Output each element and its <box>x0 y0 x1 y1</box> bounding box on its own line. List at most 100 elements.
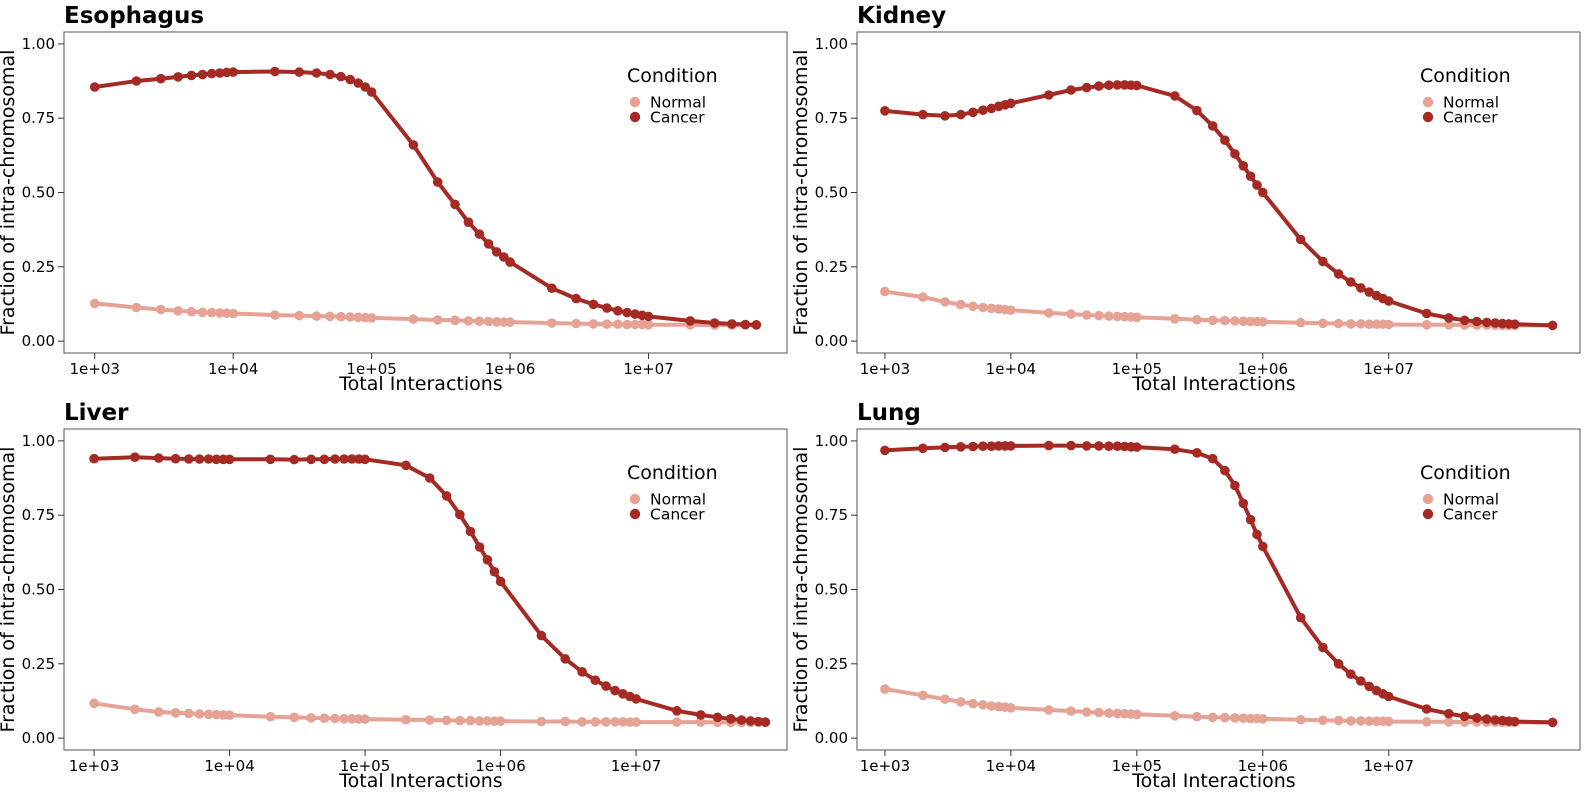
data-point <box>89 298 100 309</box>
data-point <box>1112 80 1123 90</box>
x-tick-label: 1e+06 <box>1238 757 1288 775</box>
data-point <box>432 177 443 187</box>
y-tick-label: 0.50 <box>22 184 55 202</box>
data-point <box>613 319 623 330</box>
legend-swatch <box>1422 111 1434 123</box>
y-tick-label: 0.00 <box>815 332 848 350</box>
data-point <box>465 526 476 537</box>
data-point <box>1346 319 1356 329</box>
data-point <box>1170 314 1180 324</box>
data-point <box>1066 85 1076 95</box>
series-line <box>884 443 1553 725</box>
data-point <box>408 140 419 150</box>
data-point <box>968 441 978 452</box>
data-point <box>215 308 225 318</box>
data-point <box>1346 669 1356 679</box>
series-cancer <box>89 452 771 727</box>
series-normal <box>89 698 771 728</box>
legend-label: Normal <box>650 491 706 509</box>
data-point <box>1509 319 1520 330</box>
data-point <box>1207 315 1218 326</box>
data-point <box>131 302 142 313</box>
data-point <box>89 698 99 709</box>
data-point <box>1258 187 1268 198</box>
data-point <box>336 311 346 322</box>
data-point <box>211 454 222 465</box>
data-point <box>1364 287 1374 297</box>
legend-label: Cancer <box>1443 506 1498 524</box>
data-point <box>745 716 756 726</box>
data-point <box>727 319 737 329</box>
data-point <box>590 717 601 727</box>
data-point <box>197 307 208 318</box>
data-point <box>339 714 349 724</box>
data-point <box>590 675 601 685</box>
data-point <box>156 73 166 84</box>
panel-title: Esophagus <box>64 3 204 29</box>
data-point <box>505 317 515 327</box>
data-point <box>672 706 682 716</box>
x-tick-label: 1e+06 <box>475 757 525 775</box>
y-tick-label: 1.00 <box>22 432 55 450</box>
series-cancer <box>89 66 762 330</box>
data-point <box>643 311 654 322</box>
data-point <box>1238 316 1249 327</box>
data-point <box>978 700 988 710</box>
data-point <box>319 454 330 465</box>
legend-swatch <box>1422 493 1434 505</box>
legend-label: Normal <box>1443 94 1499 112</box>
data-point <box>270 310 280 320</box>
x-tick-label: 1e+04 <box>986 757 1036 775</box>
data-point <box>441 491 452 501</box>
data-point <box>1444 717 1454 727</box>
data-point <box>1207 712 1218 723</box>
data-point <box>495 716 506 726</box>
legend-label: Cancer <box>650 109 705 127</box>
data-point <box>489 566 500 577</box>
data-point <box>631 717 641 727</box>
data-point <box>956 299 966 310</box>
data-point <box>1252 180 1262 190</box>
data-point <box>311 311 322 321</box>
data-point <box>311 68 322 78</box>
data-point <box>978 105 988 115</box>
y-tick-label: 0.50 <box>22 581 55 599</box>
data-point <box>1245 171 1256 181</box>
data-point <box>1104 80 1114 90</box>
data-point <box>1081 707 1092 717</box>
data-point <box>482 555 493 565</box>
x-tick-label: 1e+04 <box>986 360 1036 378</box>
data-point <box>1421 320 1432 330</box>
data-point <box>325 69 335 80</box>
data-point <box>306 454 316 465</box>
data-point <box>424 473 435 483</box>
data-point <box>630 319 640 330</box>
data-point <box>978 441 988 452</box>
data-point <box>441 715 452 726</box>
data-point <box>505 257 515 267</box>
data-point <box>1364 319 1374 330</box>
series-normal <box>880 286 1558 331</box>
x-tick-label: 1e+07 <box>611 757 661 775</box>
data-point <box>1132 709 1142 720</box>
x-tick-label: 1e+07 <box>1364 360 1414 378</box>
data-point <box>1245 514 1256 525</box>
data-point <box>1192 314 1202 325</box>
data-point <box>622 307 632 318</box>
y-tick-label: 0.50 <box>815 581 848 599</box>
panel-lung: Lung 0.00 0.25 0.50 0.75 1.00 1e+03 1e+04 1e+05 1… <box>790 400 1581 792</box>
data-point <box>206 307 217 318</box>
data-point <box>685 316 695 326</box>
data-point <box>1295 234 1306 245</box>
data-point <box>709 318 720 328</box>
data-point <box>483 239 494 249</box>
data-point <box>880 106 890 116</box>
data-point <box>89 82 100 92</box>
data-point <box>203 454 214 464</box>
data-point <box>408 314 419 324</box>
data-point <box>1094 310 1104 321</box>
data-point <box>1356 283 1366 293</box>
data-point <box>1346 277 1356 287</box>
data-point <box>1238 161 1249 171</box>
